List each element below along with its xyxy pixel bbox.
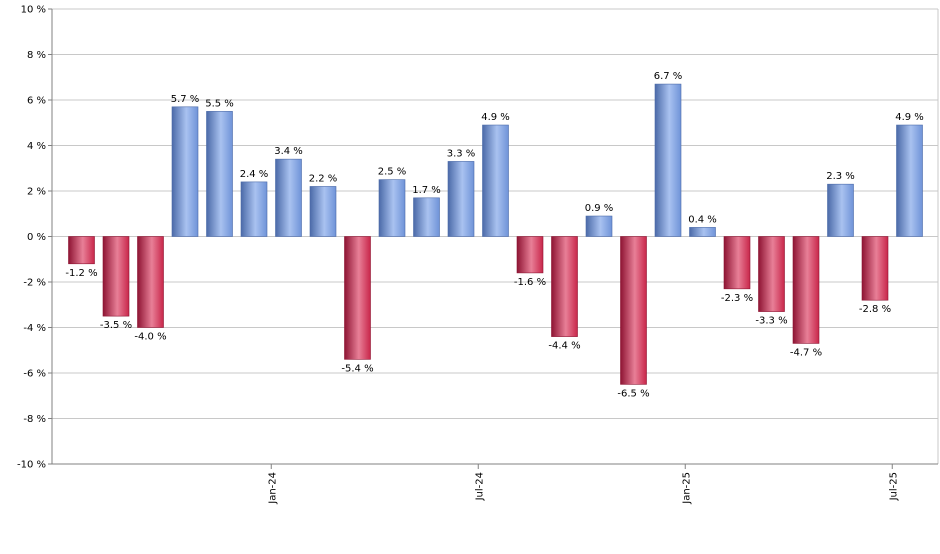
data-label: -2.8 % bbox=[859, 304, 891, 315]
data-label: -1.6 % bbox=[514, 277, 546, 288]
data-label: 0.9 % bbox=[585, 203, 614, 214]
bar bbox=[447, 161, 475, 237]
data-label: -4.0 % bbox=[134, 332, 166, 343]
y-tick-label: 0 % bbox=[27, 232, 46, 243]
data-label: -4.7 % bbox=[790, 347, 822, 358]
bar bbox=[551, 236, 578, 337]
bar bbox=[827, 183, 854, 237]
y-tick-label: 4 % bbox=[27, 141, 46, 152]
y-tick-label: -6 % bbox=[23, 369, 46, 380]
y-tick-label: -4 % bbox=[23, 323, 46, 334]
bar bbox=[585, 215, 613, 237]
bar bbox=[68, 236, 95, 265]
bar bbox=[516, 236, 544, 274]
data-label: 6.7 % bbox=[654, 71, 683, 82]
data-label: 2.3 % bbox=[826, 171, 855, 182]
x-tick-label: Jan-25 bbox=[681, 472, 692, 505]
data-label: -6.5 % bbox=[617, 388, 649, 399]
data-labels: -1.2 % -3.5 %-4.0 % 5.7 % 5.5 % 2.4 % 3.4 % 2.… bbox=[65, 71, 923, 399]
data-label: 4.9 % bbox=[481, 112, 510, 123]
data-label: -5.4 % bbox=[341, 363, 373, 374]
bar bbox=[309, 186, 337, 237]
bar bbox=[378, 179, 406, 237]
y-tick-label: -2 % bbox=[23, 278, 46, 289]
data-label: -2.3 % bbox=[721, 293, 753, 304]
bar bbox=[240, 181, 268, 237]
data-label: 3.3 % bbox=[447, 148, 476, 159]
bar bbox=[861, 236, 889, 301]
data-label: 2.2 % bbox=[309, 173, 338, 184]
y-tick-label: -10 % bbox=[17, 460, 46, 471]
bar bbox=[792, 236, 820, 344]
data-label: 0.4 % bbox=[688, 214, 717, 225]
data-label: 5.7 % bbox=[171, 94, 200, 105]
y-tick-label: 6 % bbox=[27, 96, 46, 107]
data-label: -4.4 % bbox=[548, 341, 580, 352]
bar bbox=[482, 124, 509, 237]
bar bbox=[413, 197, 440, 237]
data-label: 1.7 % bbox=[412, 185, 441, 196]
x-tick-label: Jul-25 bbox=[888, 472, 899, 501]
bar bbox=[171, 106, 199, 237]
data-label: 2.4 % bbox=[240, 169, 269, 180]
data-label: 2.5 % bbox=[378, 167, 407, 178]
bar bbox=[723, 236, 751, 290]
x-axis-ticks: Jan-24 Jul-24 Jan-25 Jul-25 bbox=[267, 464, 899, 505]
data-label: 3.4 % bbox=[274, 146, 303, 157]
x-tick-label: Jul-24 bbox=[474, 472, 485, 501]
y-axis-ticks: 10 % 8 % 6 % 4 % 2 % 0 % -2 % -4 % -6 % -8 % -10 % bbox=[17, 5, 52, 471]
y-tick-label: 10 % bbox=[21, 5, 46, 16]
data-label: 4.9 % bbox=[895, 112, 924, 123]
bar bbox=[102, 236, 130, 317]
y-tick-label: -8 % bbox=[23, 414, 46, 425]
bar bbox=[620, 236, 647, 385]
bar bbox=[689, 227, 716, 237]
bar bbox=[137, 236, 164, 328]
data-label: 5.5 % bbox=[205, 98, 234, 109]
bar bbox=[275, 158, 302, 237]
bar bbox=[206, 111, 233, 237]
x-tick-label: Jan-24 bbox=[267, 472, 278, 505]
y-tick-label: 8 % bbox=[27, 50, 46, 61]
y-tick-label: 2 % bbox=[27, 187, 46, 198]
bar bbox=[896, 124, 923, 237]
bar bbox=[344, 236, 371, 360]
data-label: -1.2 % bbox=[65, 268, 97, 279]
bars bbox=[68, 83, 923, 385]
data-label: -3.5 % bbox=[100, 320, 132, 331]
data-label: -3.3 % bbox=[755, 316, 787, 327]
bar bbox=[758, 236, 785, 312]
bar bbox=[654, 83, 682, 237]
